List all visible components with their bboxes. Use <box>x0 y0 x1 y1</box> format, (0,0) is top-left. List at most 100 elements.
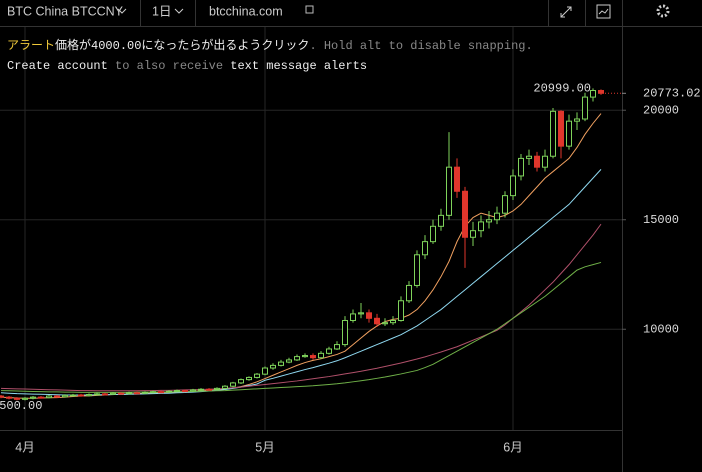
candle-body <box>382 322 388 325</box>
candle-body <box>30 396 36 399</box>
candle-body <box>94 393 100 396</box>
snapshot-icon-line[interactable] <box>598 8 609 15</box>
candle-body <box>14 397 20 400</box>
candle-body <box>598 90 604 94</box>
candle-body <box>422 241 428 256</box>
interval[interactable]: 1日 <box>152 4 171 18</box>
indicator-line <box>0 113 602 399</box>
candle-body <box>414 254 420 286</box>
alert-text: to also receive <box>108 59 230 73</box>
x-tick-label: 4月 <box>15 440 34 454</box>
candle-body <box>110 392 116 395</box>
candle-body <box>46 395 52 399</box>
chevron[interactable] <box>117 8 127 14</box>
x-tick-label: 6月 <box>503 440 522 454</box>
candle-body <box>214 387 220 390</box>
candle-body <box>374 317 380 325</box>
candle-body <box>174 390 180 393</box>
candle-body <box>358 312 364 315</box>
alert-line: Create account to also receive text mess… <box>7 59 367 73</box>
candle-body <box>22 397 28 400</box>
grid <box>0 27 622 430</box>
candle-body <box>270 364 276 369</box>
candle-body <box>6 396 12 399</box>
candle-body <box>278 361 284 366</box>
alert-instruction[interactable]: 価格が4000.00になったらが出るようクリック <box>55 37 309 53</box>
create-account-link[interactable]: Create account <box>7 59 108 73</box>
candle-body <box>510 175 516 197</box>
candle-body <box>478 221 484 232</box>
candle-body <box>574 118 580 122</box>
candle-body <box>294 356 300 361</box>
alert-hint: . Hold alt to disable snapping. <box>309 39 532 53</box>
alert-label: アラート <box>7 39 55 53</box>
candle-body <box>182 390 188 393</box>
candle-body <box>262 367 268 375</box>
indicator-line <box>0 223 602 392</box>
candle-body <box>342 319 348 346</box>
plot-area: 20999.00 6500.00 <box>0 82 622 413</box>
candle-body <box>286 359 292 363</box>
candle-body <box>470 230 476 238</box>
snapshot-icon[interactable] <box>596 4 611 19</box>
candle-body <box>70 394 76 397</box>
candle-body <box>550 110 556 157</box>
candle-body <box>582 96 588 120</box>
symbol[interactable]: BTC China BTCCNY <box>7 4 124 18</box>
candle-body <box>502 195 508 214</box>
candle-body <box>526 155 532 159</box>
candle-body <box>54 395 60 398</box>
candle-body <box>366 312 372 319</box>
candle-body <box>398 300 404 321</box>
candle-body <box>142 391 148 394</box>
candle-body <box>494 212 500 221</box>
candle-body <box>558 110 564 147</box>
candle-body <box>158 391 164 394</box>
candle-body <box>118 392 124 395</box>
settings-icon[interactable] <box>656 4 670 18</box>
settings-icon-center[interactable] <box>661 9 665 13</box>
candle-body <box>150 391 156 394</box>
candle-body <box>190 389 196 392</box>
candle-body <box>590 90 596 98</box>
candle-body <box>438 214 444 227</box>
chevron[interactable] <box>174 8 184 14</box>
candle-body <box>302 355 308 358</box>
candle-body <box>390 319 396 324</box>
candle-body <box>62 394 68 398</box>
indicator-line <box>0 169 602 396</box>
candle-body <box>534 155 540 168</box>
candle-body <box>102 393 108 396</box>
low-label: 6500.00 <box>0 399 42 413</box>
fullscreen-icon[interactable] <box>560 6 572 18</box>
external-icon[interactable] <box>305 5 314 14</box>
candle-body <box>446 166 452 216</box>
last-price-label: 20773.02 <box>643 86 701 100</box>
high-label: 20999.00 <box>533 82 591 96</box>
candle-body <box>430 225 436 243</box>
candle-body <box>326 348 332 354</box>
indicator-line <box>0 261 602 393</box>
alert-line: アラート価格が4000.00になったらが出るようクリック. Hold alt t… <box>7 37 533 53</box>
candle-body <box>230 382 236 387</box>
candle-body <box>198 388 204 391</box>
candle-body <box>134 392 140 395</box>
candle-body <box>0 395 4 398</box>
text-alerts-link[interactable]: text message alerts <box>230 59 367 73</box>
candle-body <box>462 190 468 238</box>
candle-body <box>454 166 460 192</box>
candle-body <box>222 385 228 389</box>
candle-body <box>566 120 572 147</box>
y-tick-label: 10000 <box>643 322 679 336</box>
site-link[interactable]: btcchina.com <box>209 4 283 18</box>
candle-body <box>78 394 84 397</box>
candle-body <box>486 219 492 223</box>
candle-body <box>38 396 44 399</box>
candle-body <box>542 155 548 168</box>
candle-body <box>86 394 92 397</box>
y-tick-label: 20000 <box>643 103 679 117</box>
y-tick-label: 15000 <box>643 213 679 227</box>
candle-body <box>206 388 212 391</box>
candle-body <box>126 392 132 395</box>
